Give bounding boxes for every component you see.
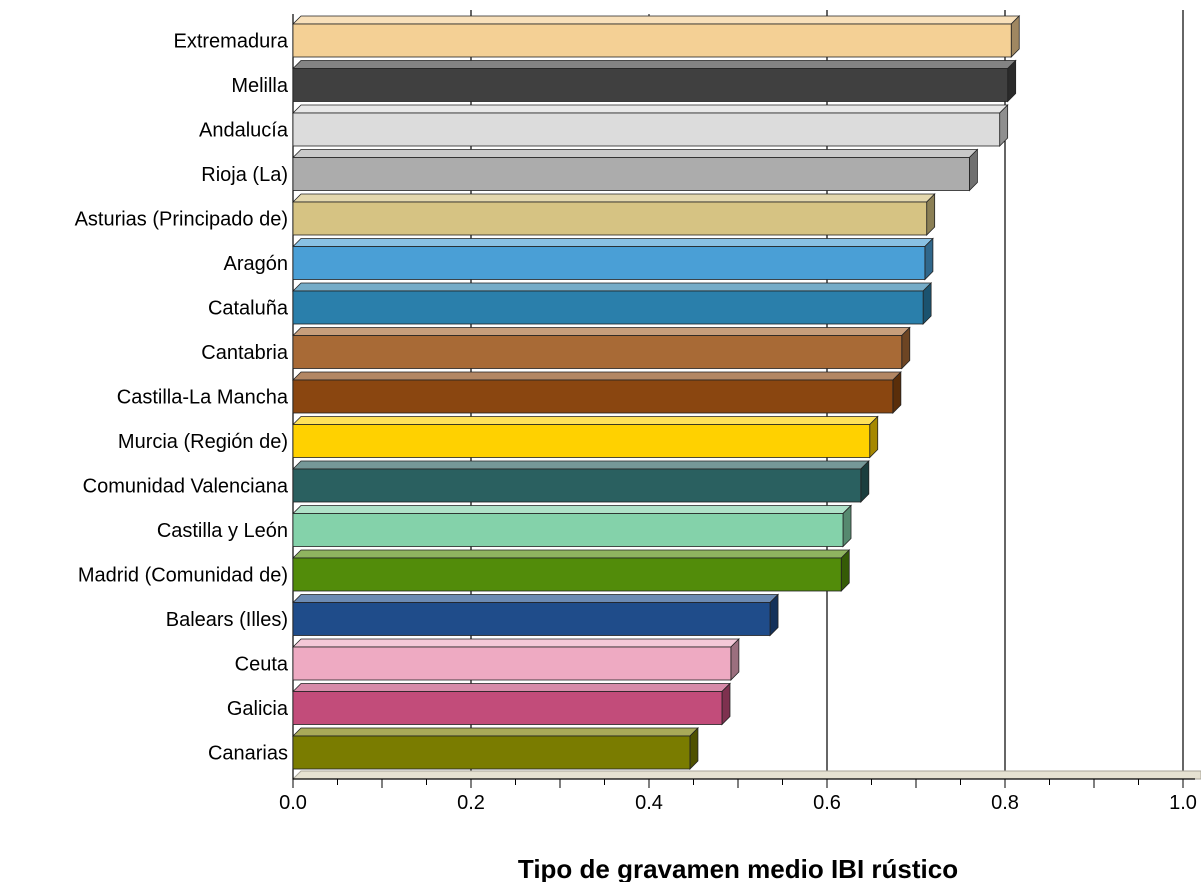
bar-group (292, 237, 934, 281)
x-tick-labels: 0.0 0.2 0.4 0.6 0.8 1.0 (279, 792, 1197, 814)
bar-group (292, 727, 699, 770)
bar-group (292, 415, 879, 459)
bar-group (292, 549, 851, 592)
bar-top-face (292, 505, 852, 514)
category-label: Madrid (Comunidad de) (78, 565, 288, 587)
category-label: Andalucía (199, 120, 289, 142)
bar-group (292, 682, 731, 726)
bar-top-face (292, 60, 1017, 69)
bar (292, 691, 723, 725)
bar (292, 68, 1009, 102)
bar-top-face (292, 727, 699, 737)
category-label: Melilla (231, 75, 289, 97)
bar (292, 157, 970, 191)
category-label: Castilla-La Mancha (117, 387, 289, 409)
bar-group (292, 104, 1009, 147)
category-label: Asturias (Principado de) (75, 209, 288, 231)
category-labels: Extremadura Melilla Andalucía Rioja (La) Ast… (75, 31, 289, 765)
category-label: Balears (Illes) (166, 609, 288, 631)
category-label: Castilla y León (157, 520, 288, 542)
bar (292, 246, 926, 280)
x-tick-label: 0.8 (991, 792, 1019, 814)
x-axis-title: Tipo de gravamen medio IBI rústico (518, 854, 958, 882)
bar (292, 424, 871, 458)
bar-top-face (292, 416, 879, 425)
bar (292, 557, 842, 592)
bar-group (292, 593, 780, 637)
bar-top-face (292, 238, 934, 247)
category-label: Cataluña (208, 298, 289, 320)
bar-top-face (292, 460, 870, 470)
bar-group (292, 371, 902, 414)
bar-group (292, 15, 1021, 58)
bar-top-face (292, 104, 1009, 114)
category-label: Galicia (227, 698, 289, 720)
bar-group (292, 504, 852, 548)
chart-floor-strip (291, 770, 1201, 780)
category-label: Rioja (La) (201, 164, 288, 186)
category-label: Canarias (208, 743, 288, 765)
x-tick-label: 0.6 (813, 792, 841, 814)
bar (292, 513, 844, 547)
bar-top-face (292, 549, 851, 559)
bar (292, 201, 928, 236)
bar (292, 646, 732, 681)
bar-top-face (292, 149, 979, 158)
bar-group (292, 148, 979, 192)
bar-top-face (292, 282, 933, 292)
bar-top-face (292, 15, 1021, 25)
x-tick-label: 0.0 (279, 792, 307, 814)
x-tick-label: 0.2 (457, 792, 485, 814)
bar (292, 735, 691, 770)
x-tick-label: 1.0 (1169, 792, 1197, 814)
bar (292, 335, 903, 369)
x-tick-label: 0.4 (635, 792, 663, 814)
bar-group (292, 326, 911, 370)
bar-top-face (292, 594, 780, 603)
bar (292, 23, 1012, 58)
category-label: Extremadura (174, 31, 289, 53)
category-label: Comunidad Valenciana (83, 476, 289, 498)
bar-top-face (292, 371, 902, 381)
bar (292, 379, 894, 414)
category-label: Murcia (Región de) (118, 431, 288, 453)
category-label: Aragón (224, 253, 289, 275)
bars (292, 15, 1021, 770)
category-label: Cantabria (201, 342, 289, 364)
bar-group (292, 460, 870, 503)
bar (292, 290, 924, 325)
bar-top-face (292, 327, 911, 336)
bar (292, 602, 771, 636)
chart-floor (291, 770, 1201, 780)
bar-group (292, 282, 933, 325)
bar-top-face (292, 193, 936, 203)
bar (292, 112, 1001, 147)
bar-group (292, 193, 936, 236)
bar-group (292, 638, 740, 681)
bar (292, 468, 862, 503)
category-label: Ceuta (235, 654, 289, 676)
bar-top-face (292, 683, 731, 692)
bar-top-face (292, 638, 740, 648)
bar-group (292, 59, 1017, 103)
